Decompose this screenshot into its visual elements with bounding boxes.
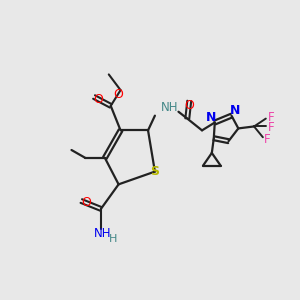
Text: N: N xyxy=(230,104,241,117)
Text: F: F xyxy=(267,111,274,124)
Text: F: F xyxy=(267,121,274,134)
Text: O: O xyxy=(94,93,103,106)
Text: NH: NH xyxy=(161,101,178,114)
Text: H: H xyxy=(109,234,117,244)
Text: NH: NH xyxy=(94,227,112,240)
Text: O: O xyxy=(113,88,123,101)
Text: O: O xyxy=(184,99,194,112)
Text: S: S xyxy=(150,165,159,178)
Text: N: N xyxy=(206,111,216,124)
Text: F: F xyxy=(263,133,270,146)
Text: O: O xyxy=(81,196,91,209)
